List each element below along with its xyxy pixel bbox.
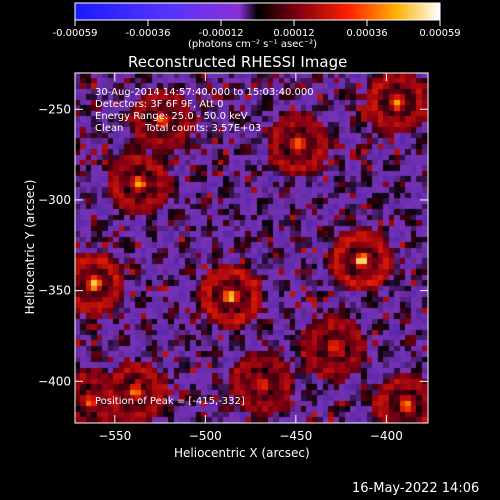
annotation-total-counts: Total counts: 3.57E+03	[145, 123, 262, 134]
colorbar-tick-label: 0.00036	[346, 28, 387, 39]
x-axis-ticks: −550 −500 −450 −400	[98, 73, 403, 443]
render-timestamp: 16-May-2022 14:06	[352, 481, 480, 496]
colorbar-tick-label: -0.00012	[199, 28, 244, 39]
colorbar-tick-label: 0.00059	[419, 28, 460, 39]
annotation-time-range: 30-Aug-2014 14:57:40.000 to 15:03:40.000	[95, 87, 314, 98]
y-axis-label: Heliocentric Y (arcsec)	[23, 179, 37, 315]
y-tick-label: −400	[38, 374, 71, 388]
colorbar-gradient	[74, 2, 441, 21]
x-tick-label: −500	[189, 429, 222, 443]
plot-frame	[74, 72, 429, 424]
x-tick-label: −550	[98, 429, 131, 443]
y-tick-label: −300	[38, 193, 71, 207]
colorbar-tick-label: -0.00059	[53, 28, 98, 39]
colorbar-tick-label: -0.00036	[126, 28, 171, 39]
annotation-energy-range: Energy Range: 25.0 - 50.0 keV	[95, 111, 248, 122]
heatmap-image	[75, 73, 428, 423]
annotation-clean: Clean	[95, 123, 124, 134]
x-tick-label: −450	[279, 429, 312, 443]
annotation-detectors: Detectors: 3F 6F 9F, Att 0	[95, 99, 224, 110]
x-tick-label: −400	[370, 429, 403, 443]
colorbar-tick-label: 0.00012	[273, 28, 314, 39]
y-tick-label: −350	[38, 284, 71, 298]
colorbar: -0.00059 -0.00036 -0.00012 0.00012 0.00036 0.…	[53, 2, 461, 39]
colorbar-unit-label: (photons cm⁻² s⁻¹ asec⁻²)	[188, 39, 318, 50]
chart-title: Reconstructed RHESSI Image	[128, 53, 348, 71]
y-tick-label: −250	[38, 102, 71, 116]
x-axis-label: Heliocentric X (arcsec)	[174, 446, 310, 460]
annotation-peak-position: Position of Peak = [-415,-332]	[95, 396, 245, 407]
y-axis-ticks: −250 −300 −350 −400	[38, 102, 428, 388]
colorbar-ticks: -0.00059 -0.00036 -0.00012 0.00012 0.00036 0.…	[53, 20, 461, 39]
